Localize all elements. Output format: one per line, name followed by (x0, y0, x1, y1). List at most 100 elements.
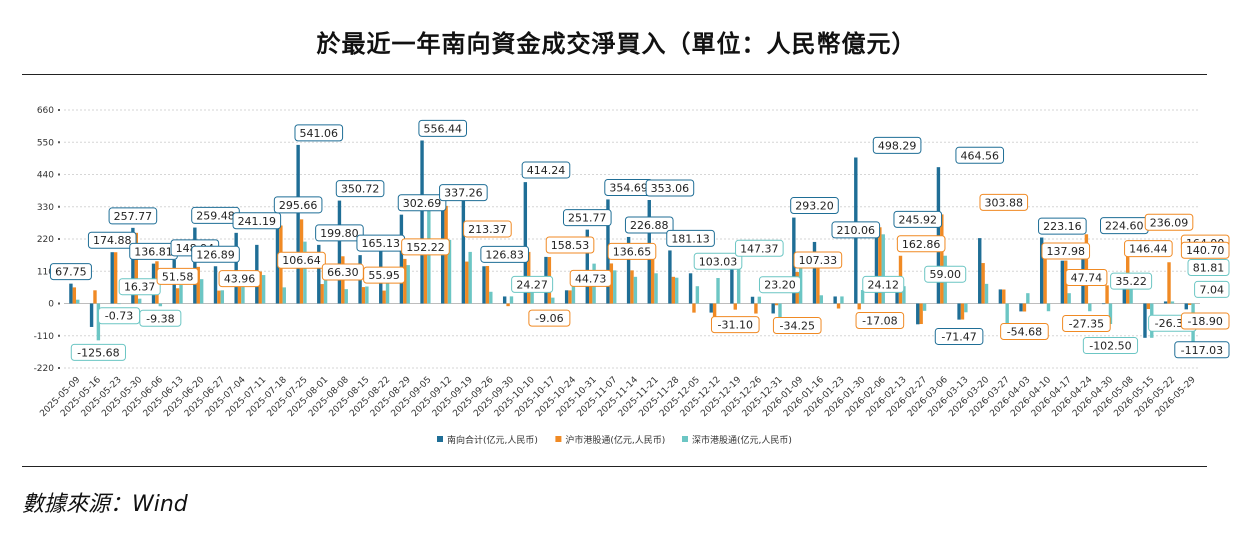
data-label: 174.88 (87, 231, 137, 249)
data-label-box (511, 275, 554, 293)
bar-1 (1084, 234, 1089, 304)
data-label: 259.48 (191, 206, 240, 224)
data-label-text: 47.74 (1071, 272, 1103, 285)
bar-1 (113, 252, 118, 304)
data-label-box (463, 220, 512, 238)
data-label-text: 158.53 (551, 239, 590, 252)
data-label-text: 107.33 (799, 254, 838, 267)
data-label-text: 236.09 (1150, 216, 1189, 229)
bar-2 (902, 286, 906, 304)
data-label-box (1180, 312, 1230, 330)
bar-1 (320, 284, 324, 304)
bar-2 (241, 284, 245, 304)
data-label-box (1041, 242, 1091, 260)
legend-swatch (555, 436, 562, 442)
data-label: 103.03 (693, 252, 743, 270)
bar-0 (89, 303, 94, 327)
bar-2 (1067, 293, 1071, 304)
bar-1 (1043, 255, 1047, 304)
data-label: 541.06 (294, 124, 344, 142)
data-label-box (772, 317, 822, 335)
bar-0 (1019, 303, 1023, 312)
bar-0 (668, 250, 672, 304)
data-label-box (758, 276, 801, 294)
data-label: -34.25 (772, 317, 822, 335)
data-label: -125.68 (70, 343, 126, 361)
data-label-box (218, 270, 261, 288)
data-label-box (569, 269, 612, 287)
bar-1 (940, 214, 944, 304)
bar-2 (468, 251, 472, 304)
bar-2 (736, 260, 741, 304)
data-label-text: 59.00 (929, 268, 961, 281)
data-label-text: 7.04 (1200, 283, 1225, 296)
bar-0 (998, 289, 1003, 304)
data-label: 107.33 (793, 251, 843, 269)
data-label-box (607, 242, 657, 260)
bar-1 (1022, 303, 1027, 312)
data-label-box (108, 207, 158, 225)
data-label: 24.27 (511, 275, 554, 293)
bar-1 (836, 303, 841, 309)
data-label-text: 67.75 (55, 266, 87, 279)
bar-0 (193, 227, 197, 304)
data-label: 140.70 (1180, 241, 1230, 259)
data-label-text: 295.66 (279, 199, 318, 212)
data-label: 165.13 (356, 234, 406, 252)
y-tick-label: -220 (34, 364, 55, 374)
bar-0 (750, 296, 755, 304)
chart-legend: 南向合计(亿元,人民币) 沪市港股通(亿元,人民币) 深市港股通(亿元,人民币) (437, 434, 792, 446)
bar-2 (509, 296, 514, 304)
data-label-box (710, 316, 760, 334)
data-label: 464.56 (955, 146, 1005, 164)
data-label-box (790, 197, 839, 215)
bar-1 (960, 303, 965, 320)
data-label-box (273, 196, 323, 214)
data-label: 251.77 (562, 209, 612, 227)
data-label-text: 498.29 (878, 139, 917, 152)
data-label-box (1187, 259, 1230, 277)
bar-2 (1046, 303, 1051, 312)
data-label: 354.69 (604, 179, 653, 197)
data-label-text: 210.06 (837, 224, 876, 237)
data-label: 67.75 (49, 263, 92, 281)
data-label-box (49, 263, 92, 281)
data-label-box (562, 209, 612, 227)
bar-0 (1122, 279, 1127, 304)
data-label-text: 24.27 (516, 278, 548, 291)
bar-1 (671, 276, 676, 304)
data-label-text: -0.73 (105, 310, 133, 323)
data-label-box (645, 179, 695, 197)
y-tick-mark (58, 302, 60, 305)
data-label: -117.03 (1174, 341, 1230, 359)
data-label-box (955, 146, 1005, 164)
data-label-box (156, 267, 199, 285)
data-label: 224.60 (1100, 217, 1149, 235)
data-label: 35.22 (1110, 272, 1153, 290)
data-label-text: 165.13 (361, 237, 400, 250)
data-label: 136.81 (129, 242, 178, 260)
data-label: -17.08 (855, 312, 905, 330)
data-label-text: -9.06 (535, 312, 563, 325)
y-tick-label: 440 (37, 171, 54, 181)
bar-2 (860, 290, 865, 304)
bar-1 (1146, 303, 1151, 310)
bar-2 (571, 277, 576, 304)
bar-0 (874, 231, 879, 304)
y-tick-label: -110 (34, 332, 55, 342)
bar-1 (733, 303, 737, 310)
bar-1 (1105, 285, 1109, 304)
bar-2 (1026, 293, 1030, 304)
data-label-text: 152.22 (406, 241, 445, 254)
data-label-text: 23.20 (764, 279, 796, 292)
bar-0 (709, 303, 713, 313)
data-label-text: -17.08 (862, 315, 897, 328)
data-label-box (893, 210, 943, 228)
data-label-text: 147.37 (740, 242, 779, 255)
data-label-text: 106.64 (282, 254, 321, 267)
data-label-box (70, 343, 126, 361)
data-label: 181.13 (666, 229, 715, 247)
y-tick-label: 550 (37, 138, 54, 148)
bar-0 (234, 232, 238, 304)
data-label-text: 337.26 (444, 187, 483, 200)
